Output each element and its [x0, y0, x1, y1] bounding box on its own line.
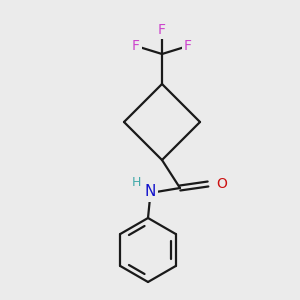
Text: H: H	[131, 176, 141, 188]
Text: N: N	[144, 184, 156, 200]
Text: F: F	[132, 39, 140, 53]
Text: F: F	[184, 39, 192, 53]
Text: F: F	[158, 23, 166, 37]
Text: O: O	[216, 177, 227, 191]
